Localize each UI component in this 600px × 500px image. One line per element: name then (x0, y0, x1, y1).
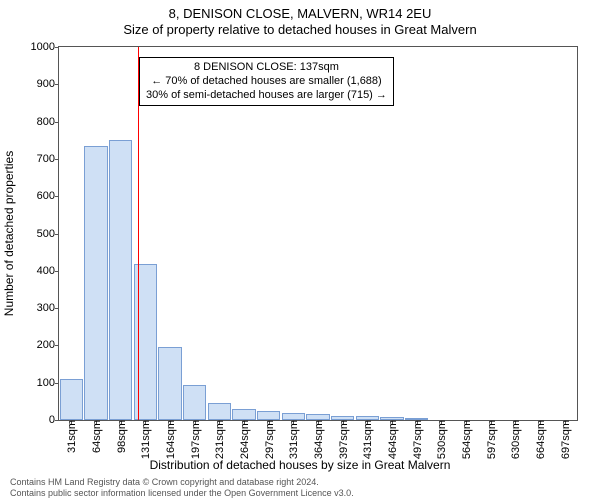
y-tick-mark (55, 122, 59, 123)
histogram-bar (257, 411, 280, 420)
annotation-line: ← 70% of detached houses are smaller (1,… (146, 75, 387, 89)
footer-attribution: Contains HM Land Registry data © Crown c… (10, 477, 354, 498)
x-tick-label: 397sqm (336, 420, 350, 459)
x-tick-label: 197sqm (188, 420, 202, 459)
x-tick-label: 164sqm (163, 420, 177, 459)
x-tick-label: 231sqm (212, 420, 226, 459)
x-tick-label: 98sqm (114, 420, 128, 453)
x-tick-label: 597sqm (484, 420, 498, 459)
x-axis-label: Distribution of detached houses by size … (0, 458, 600, 472)
histogram-bar (331, 416, 354, 420)
y-tick-mark (55, 271, 59, 272)
x-tick-label: 64sqm (89, 420, 103, 453)
histogram-bar (356, 416, 379, 420)
histogram-bar (84, 146, 107, 420)
x-tick-label: 497sqm (410, 420, 424, 459)
y-tick-mark (55, 308, 59, 309)
chart-container: 8, DENISON CLOSE, MALVERN, WR14 2EU Size… (0, 0, 600, 500)
x-tick-label: 264sqm (237, 420, 251, 459)
y-tick-mark (55, 84, 59, 85)
y-tick-mark (55, 196, 59, 197)
footer-line-2: Contains public sector information licen… (10, 488, 354, 498)
y-tick-mark (55, 345, 59, 346)
y-tick-mark (55, 420, 59, 421)
x-tick-label: 564sqm (459, 420, 473, 459)
histogram-bar (380, 417, 403, 420)
histogram-bar (282, 413, 305, 420)
histogram-bar (306, 414, 329, 420)
footer-line-1: Contains HM Land Registry data © Crown c… (10, 477, 354, 487)
x-tick-label: 31sqm (64, 420, 78, 453)
histogram-bar (208, 403, 231, 420)
x-tick-label: 297sqm (262, 420, 276, 459)
y-axis-label: Number of detached properties (2, 46, 18, 421)
x-tick-label: 630sqm (508, 420, 522, 459)
x-tick-label: 530sqm (434, 420, 448, 459)
y-tick-mark (55, 383, 59, 384)
chart-title: 8, DENISON CLOSE, MALVERN, WR14 2EU (0, 0, 600, 21)
x-tick-label: 131sqm (138, 420, 152, 459)
x-tick-label: 331sqm (286, 420, 300, 459)
y-tick-mark (55, 234, 59, 235)
plot-area: 0100200300400500600700800900100031sqm64s… (58, 46, 578, 421)
x-tick-label: 664sqm (533, 420, 547, 459)
x-tick-label: 697sqm (558, 420, 572, 459)
y-tick-mark (55, 159, 59, 160)
annotation-line: 8 DENISON CLOSE: 137sqm (146, 61, 387, 75)
chart-subtitle: Size of property relative to detached ho… (0, 21, 600, 37)
x-tick-label: 464sqm (385, 420, 399, 459)
y-tick-mark (55, 47, 59, 48)
histogram-bar (405, 418, 428, 420)
histogram-bar (183, 385, 206, 420)
annotation-line: 30% of semi-detached houses are larger (… (146, 89, 387, 103)
x-tick-label: 364sqm (311, 420, 325, 459)
x-tick-label: 431sqm (360, 420, 374, 459)
annotation-box: 8 DENISON CLOSE: 137sqm← 70% of detached… (139, 57, 394, 106)
histogram-bar (158, 347, 181, 420)
histogram-bar (232, 409, 255, 420)
histogram-bar (109, 140, 132, 420)
histogram-bar (60, 379, 83, 420)
